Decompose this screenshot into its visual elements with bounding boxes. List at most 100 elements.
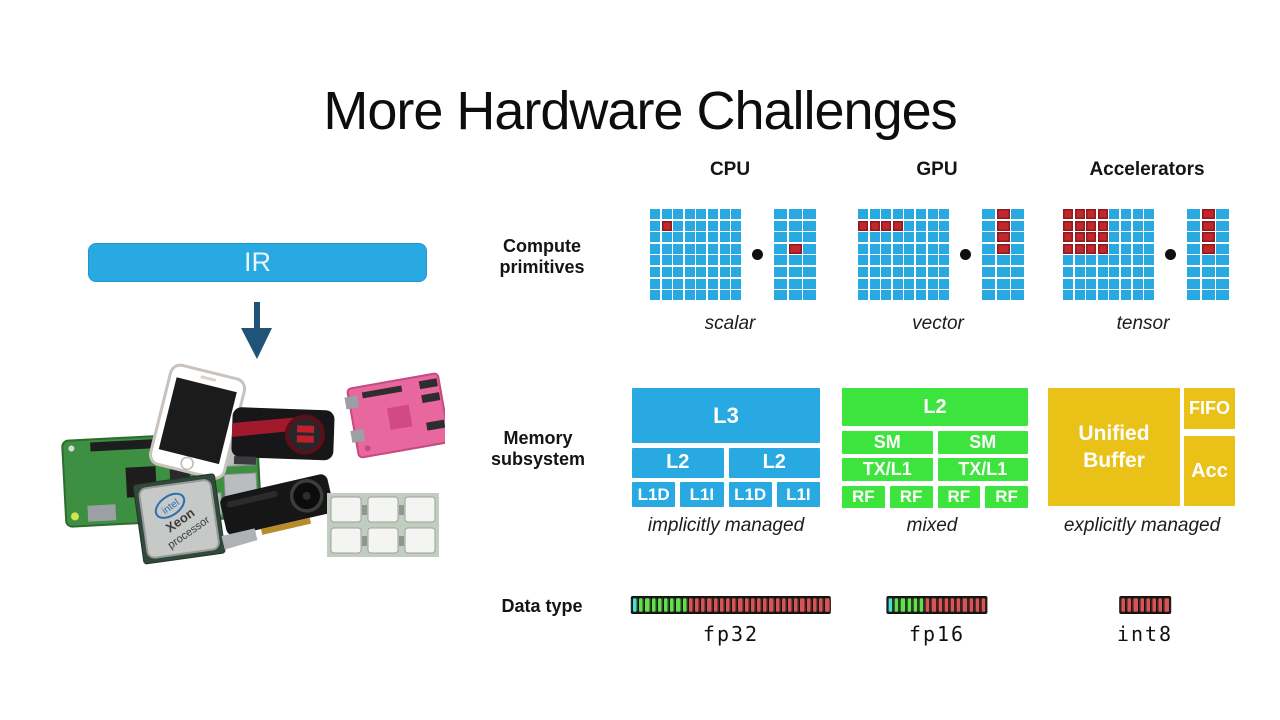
cell [774,290,788,301]
cell [1120,209,1131,219]
cell [881,278,892,289]
cell [696,255,707,266]
bit-exponent [893,597,900,613]
cell [927,266,938,277]
multiply-dot-icon [752,249,764,261]
cell [1011,243,1025,254]
cell [939,220,950,231]
cell [1011,232,1025,243]
cell [1132,220,1143,231]
bit-mantissa [786,597,794,613]
cell [1063,255,1073,266]
cell [1120,255,1131,266]
cell [1074,255,1085,266]
cell [892,209,903,219]
compute-primitive-accelerators [1063,209,1230,301]
cell [904,209,915,219]
cell [1187,243,1201,254]
cell [915,209,926,219]
cell [1132,290,1143,301]
cell [915,266,926,277]
cell [803,266,817,277]
cell [650,243,660,254]
active-cell [1074,243,1085,254]
cell [1144,209,1155,219]
cell [774,266,788,277]
bit-mantissa [799,597,806,613]
active-cell [1063,243,1073,254]
memory-diagram-accelerators: Unified Buffer FIFO Acc [1048,388,1235,506]
bitstrip-fp32 [630,596,832,614]
active-cell [892,220,903,231]
cell [774,209,788,219]
datatype-label-fp32: fp32 [702,622,760,646]
cell [1120,278,1131,289]
memory-side-column: FIFO Acc [1184,388,1235,506]
cell [982,209,996,219]
memory-block-rf: RF [889,485,933,508]
cell [731,232,742,243]
bit-mantissa [961,597,969,613]
active-cell [881,220,892,231]
cell [684,220,695,231]
cell [996,266,1010,277]
bit-mantissa [824,597,831,613]
memory-label-implicit: implicitly managed [647,515,805,536]
cell [996,255,1010,266]
bit-exponent [912,597,919,613]
cell [788,209,802,219]
cell [1011,255,1025,266]
cell [1011,266,1025,277]
bit-mantissa [924,597,931,613]
bit-exponent [662,597,670,613]
memory-block-l2: L2 [842,388,1028,426]
cell [707,220,718,231]
cell [892,290,903,301]
cell [892,278,903,289]
cell [707,243,718,254]
operand-grid [982,209,1025,301]
memory-label-mixed: mixed [906,515,958,536]
bit-mantissa [1120,597,1127,613]
active-cell [996,209,1010,219]
active-cell [996,232,1010,243]
cell [1063,290,1073,301]
cell [858,290,868,301]
bit-mantissa [974,597,981,613]
memory-block-sm: SM [842,430,933,454]
active-cell [1097,243,1108,254]
cell [904,278,915,289]
cell [1109,278,1120,289]
cell [1109,243,1120,254]
bitstrip-fp16 [886,596,988,614]
bit-exponent [681,597,688,613]
cell [707,266,718,277]
bit-mantissa [768,597,775,613]
cell [996,290,1010,301]
datatype-label-fp16: fp16 [908,622,966,646]
memory-block-acc: Acc [1184,436,1235,506]
cell [881,266,892,277]
cell [1120,266,1131,277]
cell [696,220,707,231]
cell [661,266,672,277]
xeon-processor-image: intel Xeon processor [132,473,226,565]
bit-mantissa [749,597,756,613]
cell [1216,255,1230,266]
bit-mantissa [943,597,950,613]
cell [869,278,880,289]
cell [1120,232,1131,243]
cell [731,220,742,231]
bit-mantissa [687,597,694,613]
cell [904,243,915,254]
memory-label-explicit: explicitly managed [1063,515,1221,536]
cell [881,209,892,219]
cell [904,232,915,243]
radeon-gpu-image [231,407,335,465]
cell [1086,255,1097,266]
bit-mantissa [1132,597,1139,613]
cell [892,243,903,254]
bit-mantissa [724,597,732,613]
cell [892,232,903,243]
memory-diagram-gpu: L2 SM SM TX/L1 TX/L1 RF RF RF RF [842,388,1028,508]
